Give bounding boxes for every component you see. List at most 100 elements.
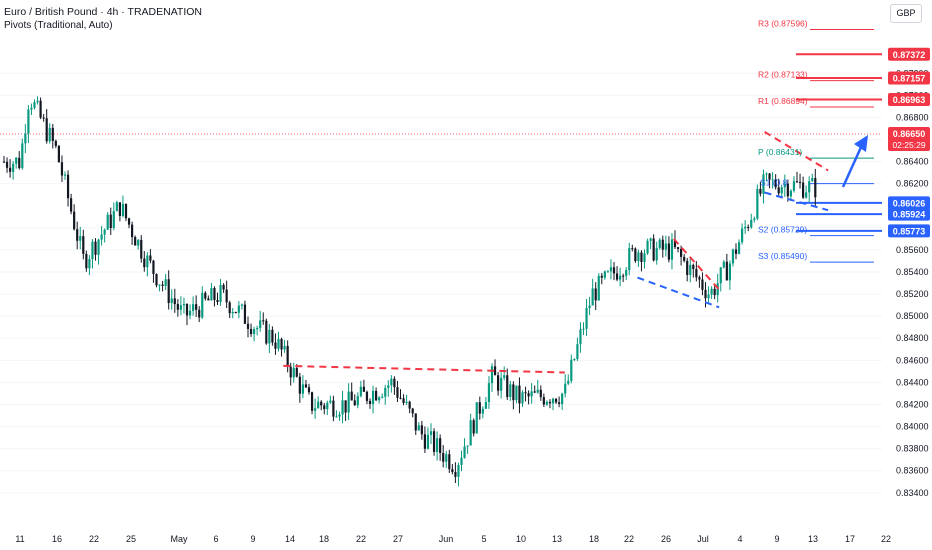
candle-body (643, 253, 646, 262)
pivot-s2-label: S2 (0.85729) (758, 225, 807, 235)
candle-body (704, 289, 707, 299)
current-price-tag (888, 127, 930, 151)
candle-body (680, 248, 683, 257)
price-tag (888, 71, 930, 85)
candle-body (609, 267, 613, 272)
chart-header: Euro / British Pound · 4h · TRADENATION … (4, 5, 202, 33)
candle-body (76, 229, 79, 241)
candle-body (222, 284, 225, 290)
candle-body (341, 400, 344, 415)
candle-body (606, 271, 609, 273)
candle-body (63, 174, 67, 176)
candle-body (695, 269, 698, 278)
candle-body (594, 288, 597, 301)
candle-body (5, 161, 9, 168)
candle-body (603, 271, 606, 278)
time-tick-label: 22 (89, 534, 99, 544)
candle-body (307, 387, 311, 393)
candle-body (631, 248, 634, 250)
candle-body (558, 402, 561, 404)
candle-body (79, 236, 82, 241)
indicator-legend[interactable]: Pivots (Traditional, Auto) (4, 20, 113, 31)
candle-body (774, 179, 777, 188)
candle-body (414, 413, 417, 431)
candle-body (805, 192, 808, 198)
price-tag (888, 224, 930, 238)
candle-body (457, 464, 460, 477)
candle-body (338, 414, 341, 417)
candle-body (268, 329, 271, 344)
candle-body (249, 328, 253, 335)
arrow-head (854, 135, 868, 152)
candle-body (432, 431, 436, 452)
candle-body (152, 260, 155, 274)
time-tick-label: May (170, 534, 188, 544)
candle-body (298, 376, 301, 394)
candle-body (310, 392, 314, 411)
candle-body (82, 236, 85, 254)
price-tick-label: 0.84400 (896, 377, 929, 387)
price-tag (888, 207, 930, 221)
candle-body (475, 402, 478, 434)
candle-body (36, 100, 39, 103)
candle-body (780, 187, 783, 194)
candle-body (289, 366, 292, 378)
currency-button[interactable]: GBP (890, 4, 922, 23)
candle-body (588, 305, 591, 308)
candle-body (167, 279, 170, 303)
candle-body (118, 202, 121, 216)
time-tick-label: 14 (285, 534, 295, 544)
candle-body (472, 420, 475, 434)
candle-body (33, 102, 36, 108)
candle-body (149, 255, 152, 261)
candle-body (442, 452, 445, 462)
candle-body (762, 174, 765, 194)
candle-body (539, 389, 542, 398)
pivot-r1-label: R1 (0.86894) (758, 96, 808, 106)
candle-body (283, 345, 286, 350)
candle-body (51, 127, 54, 141)
candle-body (676, 247, 680, 249)
candle-body (185, 303, 189, 316)
candle-body (481, 408, 484, 414)
candle-body (753, 218, 756, 220)
candle-body (292, 367, 295, 378)
candle-body (204, 292, 207, 299)
candle-body (670, 239, 674, 260)
time-tick-label: 4 (737, 534, 742, 544)
trendline-red (764, 130, 829, 172)
candle-body (683, 256, 686, 261)
candle-body (713, 288, 716, 296)
candle-body (365, 391, 369, 401)
price-tag (888, 47, 930, 61)
candle-body (445, 454, 448, 462)
candle-body (195, 304, 198, 310)
projection-arrow (841, 135, 868, 188)
price-tick-label: 0.84600 (896, 355, 929, 365)
candle-body (436, 438, 439, 452)
candle-body (768, 173, 771, 180)
candle-body (347, 391, 350, 413)
candle-body (420, 425, 423, 435)
time-tick-label: 6 (213, 534, 218, 544)
candle-body (548, 401, 552, 404)
candle-body (399, 397, 402, 399)
candle-body (789, 190, 792, 197)
symbol-title[interactable]: Euro / British Pound · 4h · TRADENATION (4, 6, 203, 18)
candle-body (509, 384, 512, 397)
candle-body (750, 219, 753, 228)
candle-body (725, 261, 728, 281)
candle-body (161, 284, 164, 286)
time-tick-label: 16 (52, 534, 62, 544)
candle-body (265, 320, 268, 344)
time-axis[interactable]: 11 16 22 25 May 6 9 14 18 22 27 Jun 5 10 13 18 22 26 Jul 4 9… (15, 534, 891, 544)
candle-body (21, 143, 24, 169)
candle-body (192, 304, 195, 311)
candle-body (765, 173, 768, 175)
candle-body (384, 387, 387, 397)
candle-body (225, 289, 228, 303)
candle-body (649, 238, 652, 241)
trendline-blue (764, 191, 829, 212)
candle-body (469, 420, 472, 446)
